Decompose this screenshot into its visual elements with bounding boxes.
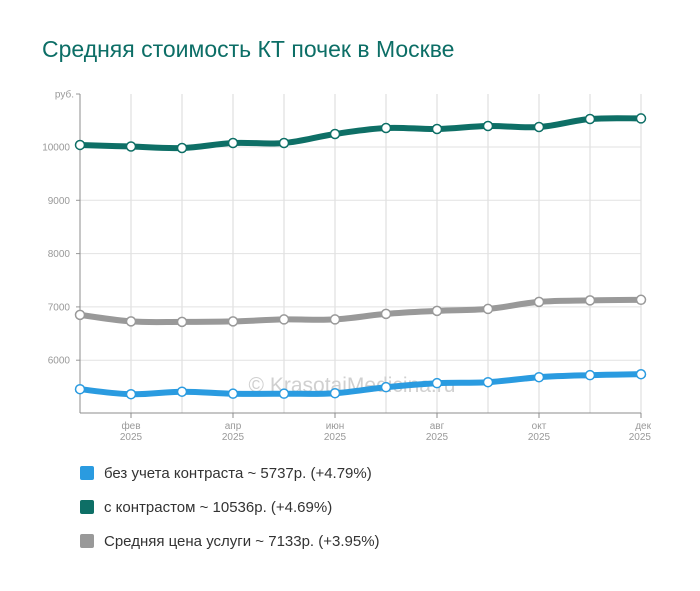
series-layer (74, 113, 647, 400)
data-point (533, 121, 545, 133)
x-tick-label-year: 2025 (222, 432, 245, 443)
data-point (176, 316, 188, 328)
data-point (635, 113, 647, 124)
y-tick-label: 10000 (42, 143, 70, 154)
data-point (380, 381, 392, 393)
legend-item-with-contrast[interactable]: с контрастом ~ 10536р. (+4.69%) (80, 497, 380, 517)
data-point (278, 388, 290, 399)
axes: 600070008000900010000руб.фев2025апр2025и… (42, 89, 651, 444)
y-tick-label: 7000 (48, 302, 71, 313)
x-tick-label-month: дек (635, 421, 651, 432)
data-point (227, 388, 239, 399)
data-point (431, 377, 443, 389)
x-tick-label-month: апр (225, 421, 242, 432)
data-point (533, 296, 545, 308)
data-point (431, 305, 443, 317)
data-point (74, 309, 86, 321)
legend-swatch (80, 534, 94, 548)
y-tick-label: 8000 (48, 249, 71, 260)
y-tick-label: 9000 (48, 196, 71, 207)
data-point (125, 141, 137, 152)
data-point (584, 369, 596, 381)
series-0 (74, 368, 647, 400)
data-point (380, 122, 392, 134)
series-line (77, 115, 644, 152)
data-point (482, 376, 494, 388)
legend-item-average[interactable]: Средняя цена услуги ~ 7133р. (+3.95%) (80, 531, 380, 551)
data-point (482, 303, 494, 315)
data-point (482, 120, 494, 132)
x-tick-label-year: 2025 (120, 432, 143, 443)
x-tick-label-month: окт (532, 421, 547, 432)
data-point (125, 316, 137, 327)
legend-label: с контрастом ~ 10536р. (+4.69%) (104, 498, 333, 516)
data-point (329, 128, 341, 140)
x-tick-label-month: фев (121, 420, 140, 432)
data-point (176, 386, 188, 397)
x-tick-label-year: 2025 (629, 432, 652, 443)
series-1 (74, 113, 647, 154)
data-point (278, 137, 290, 149)
legend-swatch (80, 500, 94, 514)
x-tick-label-month: авг (430, 421, 445, 432)
data-point (635, 294, 647, 306)
data-point (227, 316, 239, 327)
x-tick-label-month: июн (326, 421, 345, 432)
x-tick-label-year: 2025 (324, 432, 347, 443)
data-point (380, 308, 392, 320)
data-point (584, 113, 596, 125)
series-2 (74, 294, 647, 328)
legend: без учета контраста ~ 5737р. (+4.79%) с … (80, 463, 380, 565)
legend-item-no-contrast[interactable]: без учета контраста ~ 5737р. (+4.79%) (80, 463, 380, 483)
data-point (74, 139, 86, 151)
data-point (278, 314, 290, 325)
data-point (329, 314, 341, 325)
x-tick-label-year: 2025 (426, 432, 449, 443)
data-point (533, 371, 545, 383)
legend-label: без учета контраста ~ 5737р. (+4.79%) (104, 464, 372, 482)
data-point (74, 383, 86, 395)
chart-title: Средняя стоимость КТ почек в Москве (42, 36, 455, 62)
series-line (77, 296, 644, 326)
grid (80, 94, 642, 413)
data-point (329, 387, 341, 399)
data-point (584, 295, 596, 306)
data-point (635, 368, 647, 380)
data-point (431, 123, 443, 135)
y-unit-label: руб. (55, 89, 74, 101)
x-tick-label-year: 2025 (528, 432, 551, 443)
data-point (176, 142, 188, 154)
legend-swatch (80, 466, 94, 480)
y-tick-label: 6000 (48, 356, 71, 367)
legend-label: Средняя цена услуги ~ 7133р. (+3.95%) (104, 532, 380, 550)
data-point (125, 388, 137, 400)
data-point (227, 137, 239, 149)
